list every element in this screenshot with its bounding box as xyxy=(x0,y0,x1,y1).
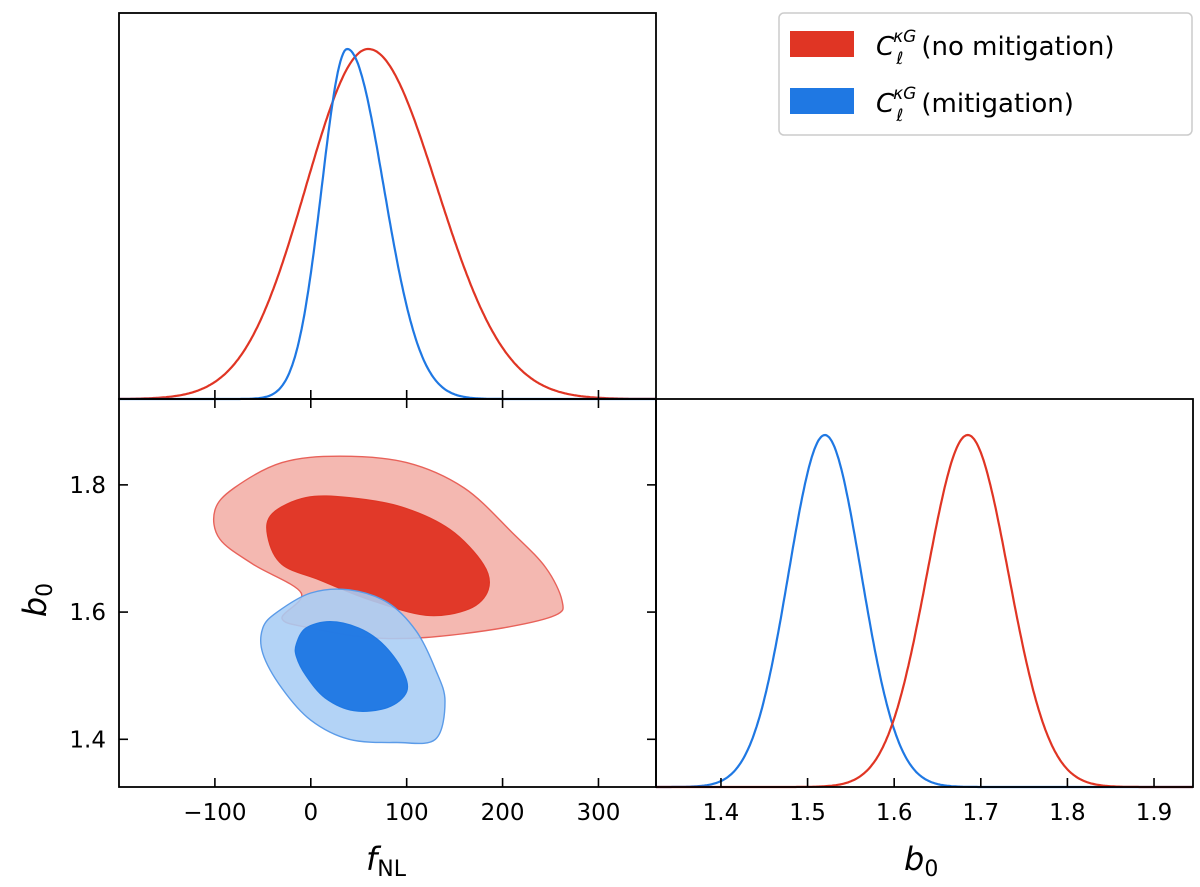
b0-xtick-labels: 1.4 1.5 1.6 1.7 1.8 1.9 xyxy=(703,800,1173,826)
b0-xtick-label: 1.8 xyxy=(1049,800,1086,826)
b0-ytick-labels: 1.4 1.6 1.8 xyxy=(69,473,106,753)
fnl-xtick-label: 100 xyxy=(385,800,429,826)
contour-layer xyxy=(212,455,564,745)
b0-ytick-label: 1.4 xyxy=(69,727,106,753)
panel-frame-b0-marginal xyxy=(655,398,1194,788)
fnl-xtick-label: −100 xyxy=(183,800,246,826)
b0-xtick-label: 1.5 xyxy=(789,800,826,826)
legend: CκG ℓ (no mitigation) CκG ℓ (mitigation) xyxy=(778,12,1193,136)
contour-68-mitigation xyxy=(294,620,409,712)
b0-marginal-curve-no-mitigation xyxy=(656,433,1193,789)
tick-layer xyxy=(119,390,1155,787)
fnl-xtick-label: 200 xyxy=(481,800,525,826)
fnl-xtick-label: 0 xyxy=(303,800,318,826)
fnl-marginal-curve-no-mitigation xyxy=(119,47,656,400)
fnl-marginal-curve-mitigation xyxy=(119,47,656,401)
legend-entry-no-mitigation: CκG ℓ (no mitigation) xyxy=(876,27,1115,69)
fnl-xtick-labels: −100 0 100 200 300 xyxy=(183,800,620,826)
fnl-xtick-label: 300 xyxy=(577,800,621,826)
b0-xtick-label: 1.9 xyxy=(1136,800,1173,826)
b0-xtick-label: 1.7 xyxy=(963,800,1000,826)
b0-xaxis-label: b0 xyxy=(904,840,938,882)
legend-frame xyxy=(778,12,1193,136)
b0-marginal-curve-mitigation xyxy=(656,433,1193,789)
b0-yaxis-label: b0 xyxy=(16,583,58,617)
b0-xtick-label: 1.4 xyxy=(703,800,740,826)
legend-entry-mitigation: CκG ℓ (mitigation) xyxy=(876,84,1074,126)
b0-ytick-label: 1.8 xyxy=(69,473,106,499)
contour-68-no-mitigation xyxy=(266,495,491,617)
b0-xtick-label: 1.6 xyxy=(876,800,913,826)
legend-swatch xyxy=(790,31,854,57)
legend-swatch xyxy=(790,88,854,114)
b0-ytick-label: 1.6 xyxy=(69,600,106,626)
fnl-axis-label: fNL xyxy=(366,840,407,882)
